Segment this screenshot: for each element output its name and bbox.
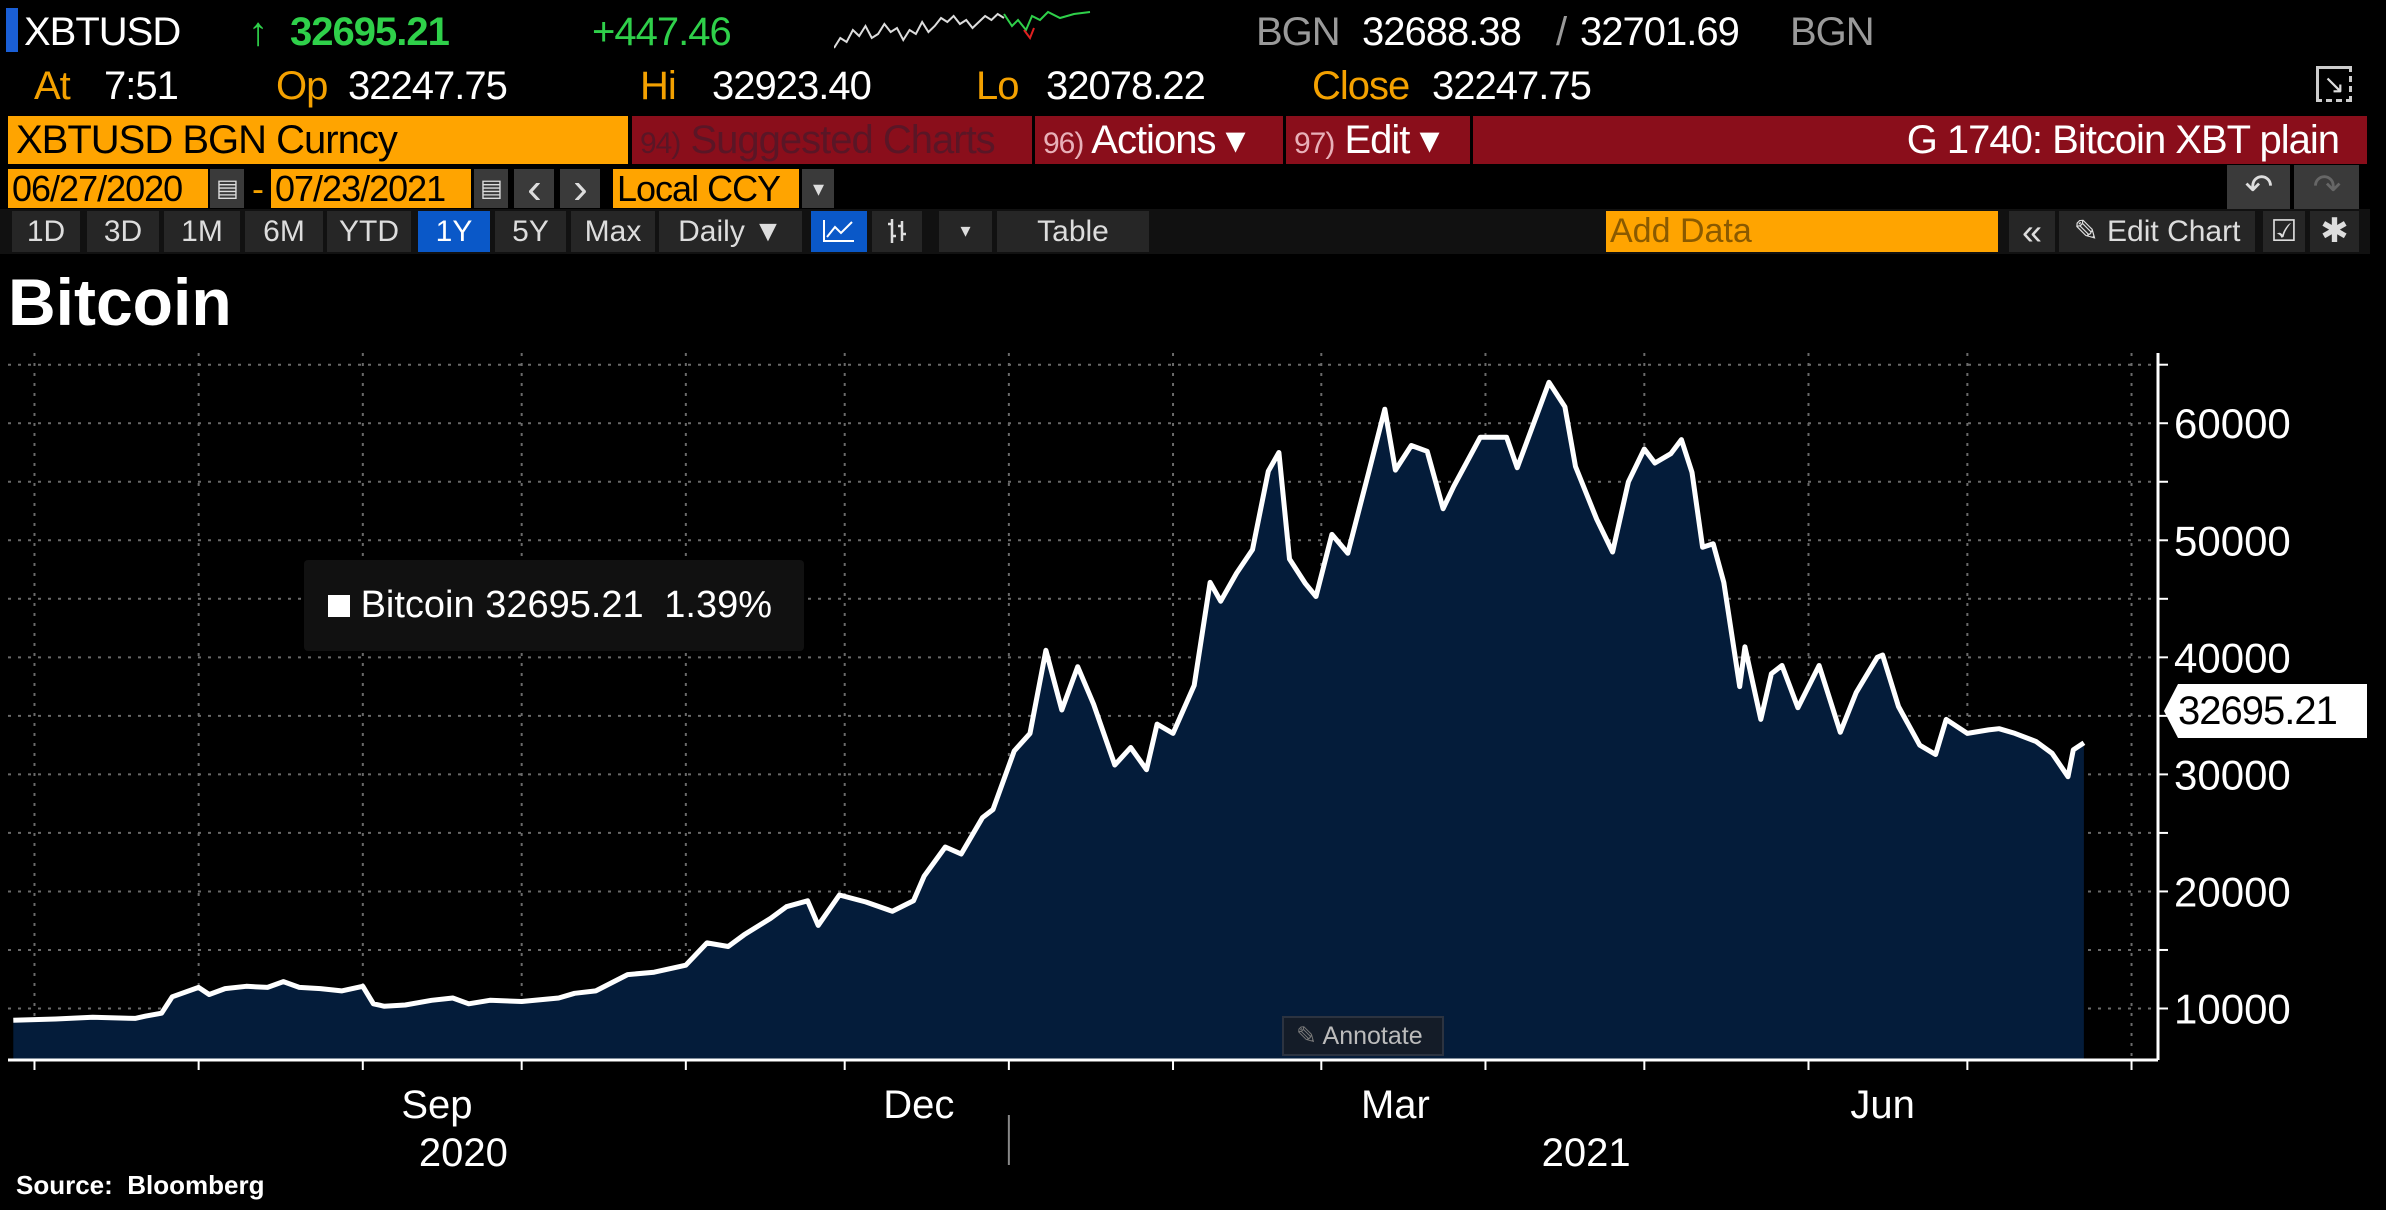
chart-type-dropdown[interactable]: ▾ <box>939 211 992 252</box>
bar-chart-icon[interactable] <box>872 211 922 252</box>
annotate-label: Annotate <box>1322 1022 1423 1050</box>
chart-legend: Bitcoin 32695.21 1.39% <box>304 560 804 651</box>
pencil-icon: ✎ <box>2073 215 2099 248</box>
gear-icon[interactable]: ✱ <box>2310 211 2359 252</box>
range-max-button[interactable]: Max <box>571 211 655 252</box>
net-change: +447.46 <box>592 10 732 54</box>
chart-title: G 1740: Bitcoin XBT plain <box>1906 118 2340 162</box>
annotate-button[interactable]: ✎ Annotate <box>1282 1016 1444 1056</box>
y-tick-label: 50000 <box>2174 517 2291 564</box>
edit-label: Edit ▾ <box>1344 118 1439 162</box>
open-value: 32247.75 <box>348 64 508 108</box>
actions-menu[interactable]: 96) Actions ▾ <box>1035 116 1283 164</box>
suggested-charts-label: Suggested Charts <box>690 118 995 162</box>
y-tick-label: 30000 <box>2174 751 2291 798</box>
last-value: 32695.21 <box>2178 689 2338 733</box>
up-arrow-icon: ↑ <box>248 10 268 54</box>
currency-select[interactable]: Local CCY <box>613 169 799 208</box>
end-calendar-icon[interactable]: ▤ <box>474 169 508 208</box>
suggested-charts-button[interactable]: 94) Suggested Charts <box>632 116 1032 164</box>
currency-dropdown-icon[interactable]: ▾ <box>802 169 834 208</box>
range-5y-button[interactable]: 5Y <box>495 211 566 252</box>
security-field[interactable]: XBTUSD BGN Curncy <box>8 116 628 164</box>
previous-period-button[interactable]: ‹ <box>514 167 554 211</box>
table-button[interactable]: Table <box>997 211 1149 252</box>
price-area <box>13 382 2084 1060</box>
redo-button[interactable]: ↷ <box>2294 165 2359 209</box>
start-calendar-icon[interactable]: ▤ <box>210 169 244 208</box>
chart-settings-icon[interactable]: ☑ <box>2263 211 2305 252</box>
range-3d-button[interactable]: 3D <box>87 211 159 252</box>
edit-menu[interactable]: 97) Edit ▾ <box>1286 116 1470 164</box>
legend-change: 1.39% <box>664 584 772 626</box>
line-chart-icon[interactable] <box>811 211 867 252</box>
annotate-pencil-icon: ✎ <box>1296 1022 1317 1050</box>
sparkline-path <box>834 12 1005 49</box>
y-tick-label: 20000 <box>2174 868 2291 915</box>
legend-series-name: Bitcoin <box>360 584 475 626</box>
price-line <box>13 379 2086 1023</box>
chart-title-bar: G 1740: Bitcoin XBT plain <box>1473 116 2367 164</box>
y-tick-label: 10000 <box>2174 985 2291 1032</box>
sparkline-recent-path <box>1003 10 1091 32</box>
bid-ask-separator: / <box>1556 10 1567 54</box>
add-data-placeholder: Add Data <box>1610 212 1752 250</box>
year-label: 2020 <box>419 1131 508 1175</box>
time-label: At <box>34 64 71 108</box>
high-label: Hi <box>640 64 677 108</box>
year-label: 2021 <box>1542 1131 1631 1175</box>
ticker: XBTUSD <box>24 10 181 54</box>
suggested-charts-number: 94) <box>640 127 681 160</box>
last-price: 32695.21 <box>290 10 450 54</box>
next-period-button[interactable]: › <box>560 167 600 211</box>
actions-label: Actions ▾ <box>1091 118 1245 162</box>
ticker-marker <box>6 8 18 52</box>
add-data-input[interactable]: Add Data <box>1606 211 1998 252</box>
sparkline-down-path <box>1023 27 1035 41</box>
range-1m-button[interactable]: 1M <box>164 211 240 252</box>
ask-price: 32701.69 <box>1580 10 1740 54</box>
range-ytd-button[interactable]: YTD <box>327 211 411 252</box>
bid-source: BGN <box>1256 10 1341 54</box>
popout-icon[interactable]: ↘ <box>2316 66 2352 102</box>
x-tick-label: Dec <box>883 1083 954 1127</box>
high-value: 32923.40 <box>712 64 872 108</box>
edit-chart-label: Edit Chart <box>2107 215 2241 248</box>
end-date-input[interactable]: 07/23/2021 <box>271 169 471 208</box>
x-tick-label: Jun <box>1850 1083 1915 1127</box>
collapse-button[interactable]: « <box>2009 211 2055 252</box>
y-tick-label: 40000 <box>2174 634 2291 681</box>
y-tick-label: 60000 <box>2174 400 2291 447</box>
ask-source: BGN <box>1790 10 1875 54</box>
low-label: Lo <box>976 64 1019 108</box>
chart-heading: Bitcoin <box>8 265 232 339</box>
intraday-sparkline <box>834 10 1091 49</box>
low-value: 32078.22 <box>1046 64 1206 108</box>
close-value: 32247.75 <box>1432 64 1592 108</box>
range-1y-button[interactable]: 1Y <box>418 211 490 252</box>
edit-chart-button[interactable]: ✎ Edit Chart <box>2059 211 2255 252</box>
actions-number: 96) <box>1043 127 1084 160</box>
x-tick-label: Sep <box>401 1083 472 1127</box>
frequency-select[interactable]: Daily ▼ <box>659 211 802 252</box>
open-label: Op <box>276 64 328 108</box>
source-note: Source: Bloomberg <box>16 1170 265 1200</box>
time-value: 7:51 <box>104 64 179 108</box>
x-tick-label: Mar <box>1361 1083 1430 1127</box>
price-chart[interactable]: 10000 20000 30000 40000 50000 60000 Sep Dec Mar J… <box>0 340 2386 1180</box>
bid-price: 32688.38 <box>1362 10 1522 54</box>
range-1d-button[interactable]: 1D <box>12 211 80 252</box>
range-6m-button[interactable]: 6M <box>245 211 323 252</box>
legend-swatch <box>328 595 350 617</box>
close-label: Close <box>1312 64 1410 108</box>
legend-value: 32695.21 <box>485 584 644 626</box>
date-range-dash: - <box>252 168 264 209</box>
edit-number: 97) <box>1294 127 1335 160</box>
start-date-input[interactable]: 06/27/2020 <box>8 169 208 208</box>
undo-button[interactable]: ↶ <box>2227 165 2290 209</box>
last-value-tag: 32695.21 <box>2164 684 2367 738</box>
